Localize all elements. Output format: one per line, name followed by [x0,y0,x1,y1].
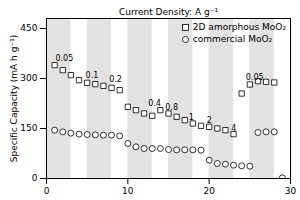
svg-text:300: 300 [20,73,37,83]
svg-text:Specific Capacity (mA h g⁻¹): Specific Capacity (mA h g⁻¹) [9,35,19,163]
svg-text:0.05: 0.05 [55,54,73,63]
svg-text:0: 0 [44,186,50,196]
svg-text:20: 20 [203,186,215,196]
svg-text:4: 4 [231,124,236,133]
svg-text:150: 150 [20,123,37,133]
svg-text:10: 10 [122,186,134,196]
svg-text:Current Density: A g⁻¹: Current Density: A g⁻¹ [119,7,219,17]
svg-text:0.1: 0.1 [86,71,99,80]
svg-text:0.4: 0.4 [148,99,161,108]
html-text:2D amorphous MoO₂: 2D amorphous MoO₂ [192,22,286,32]
svg-text:30: 30 [285,186,297,196]
svg-text:1: 1 [189,113,194,122]
svg-text:0.8: 0.8 [165,103,178,112]
svg-text:450: 450 [20,23,37,33]
svg-text:2: 2 [207,116,212,125]
svg-text:0: 0 [32,173,38,183]
svg-text:0.2: 0.2 [109,75,122,84]
svg-text:0.05: 0.05 [246,73,264,82]
html-text:commercial MoO₂: commercial MoO₂ [192,34,273,44]
